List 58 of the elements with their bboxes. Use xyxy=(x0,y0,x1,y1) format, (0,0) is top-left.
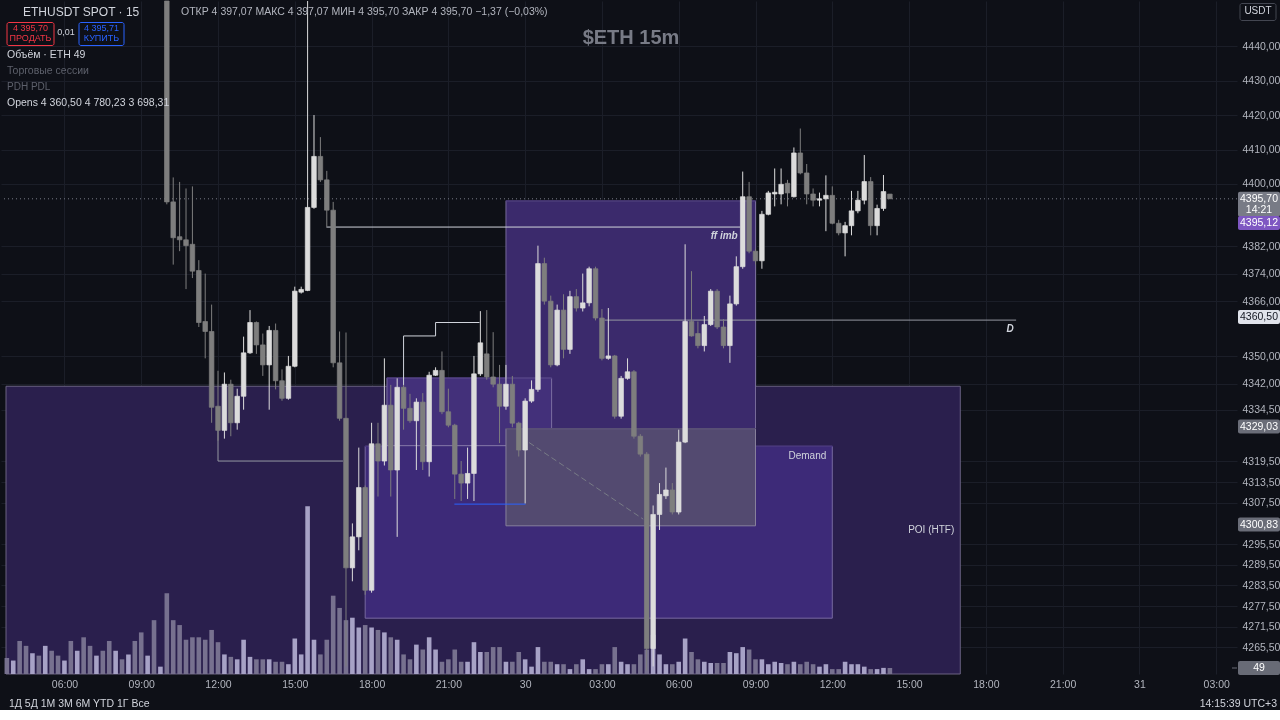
x-tick-label: 06:00 xyxy=(51,677,79,690)
y-tick-label: 4271,50 xyxy=(1242,620,1280,633)
x-tick-label: 18:00 xyxy=(358,677,386,690)
annotation: 4 395,71 КУПИТЬ xyxy=(83,23,120,43)
x-tick-label: 12:00 xyxy=(205,677,232,690)
y-tick-label: 4350,00 xyxy=(1242,349,1280,362)
text: $ETH 15m xyxy=(582,26,680,48)
text: 1Д 5Д 1M 3M 6M YTD 1Г Все xyxy=(9,697,150,709)
x-tick-label: 03:00 xyxy=(589,677,616,690)
series-label: D xyxy=(1006,323,1014,335)
y-tick-label: 4374,00 xyxy=(1242,267,1280,280)
ref-line-label: 4395,70 14:21 xyxy=(1240,191,1279,215)
text: 4300,83 xyxy=(1240,517,1279,530)
y-tick-label: 4440,00 xyxy=(1242,39,1280,52)
text: USDT xyxy=(1244,5,1272,16)
x-tick-label: 15:00 xyxy=(282,677,309,690)
x-tick-label: 21:00 xyxy=(1050,677,1077,690)
annotation: 4 395,70 ПРОДАТЬ xyxy=(9,23,52,43)
y-tick-label: 4295,50 xyxy=(1242,537,1280,550)
annotation: Объём · ETH 49 xyxy=(7,48,86,60)
y-tick-label: 4366,00 xyxy=(1242,294,1280,307)
y-tick-label: 4420,00 xyxy=(1242,108,1280,121)
y-tick-label: 4430,00 xyxy=(1242,74,1280,87)
y-tick-label: 4319,50 xyxy=(1242,454,1280,467)
y-tick-label: 4289,50 xyxy=(1242,558,1280,571)
y-tick-label: 4400,00 xyxy=(1242,177,1280,190)
x-tick-label: 12:00 xyxy=(819,677,847,690)
y-tick-label: 4382,00 xyxy=(1242,239,1280,252)
x-tick-label: 18:00 xyxy=(973,677,1000,690)
y-tick-label: 4265,50 xyxy=(1242,640,1280,653)
y-tick-label: 4307,50 xyxy=(1242,496,1280,509)
x-tick-label: 15:00 xyxy=(896,677,923,690)
x-tick-label: 06:00 xyxy=(666,677,693,690)
y-tick-label: 4283,50 xyxy=(1242,578,1280,591)
y-tick-label: 4313,50 xyxy=(1242,475,1280,488)
y-tick-label: 4410,00 xyxy=(1242,143,1280,156)
text: 4395,12 xyxy=(1240,216,1279,228)
annotation: Opens 4 360,50 4 780,23 3 698,31 xyxy=(7,96,170,108)
y2-tick-label: 49 xyxy=(1253,661,1265,673)
x-tick-label: 31 xyxy=(1134,677,1146,690)
text: 4360,50 xyxy=(1240,310,1279,322)
annotation: PDH PDL xyxy=(7,81,51,92)
x-tick-label: 30 xyxy=(519,677,532,690)
series-label: Demand xyxy=(788,450,827,462)
x-tick-label: 03:00 xyxy=(1203,677,1231,690)
x-tick-label: 21:00 xyxy=(435,677,463,690)
y-tick-label: 4342,00 xyxy=(1242,377,1280,390)
series-label: ff imb xyxy=(710,230,738,242)
annotation: ETHUSDT SPOT · 15 xyxy=(23,5,140,19)
annotation: 0,01 xyxy=(57,27,75,37)
y-tick-label: 4334,50 xyxy=(1242,403,1280,416)
x-tick-label: 09:00 xyxy=(128,677,156,690)
series-label: POI (HTF) xyxy=(908,524,955,536)
annotation: Торговые сессии xyxy=(7,64,90,76)
text: 4329,03 xyxy=(1240,419,1279,432)
x-tick-label: 09:00 xyxy=(742,677,770,690)
y-tick-label: 4277,50 xyxy=(1242,599,1280,612)
text: 14:15:39 UTC+3 xyxy=(1199,697,1278,709)
